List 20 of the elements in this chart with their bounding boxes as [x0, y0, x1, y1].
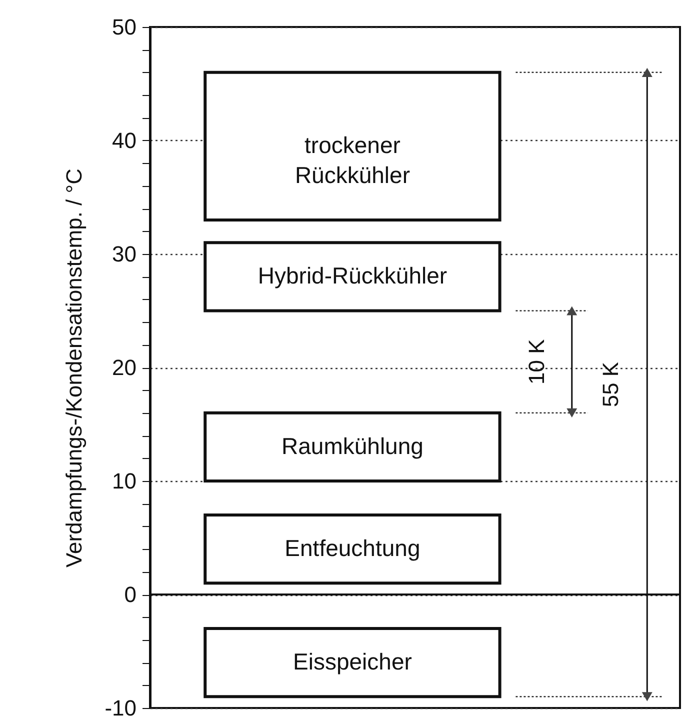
series-label: Entfeuchtung: [284, 535, 420, 562]
series-label: Hybrid-Rückkühler: [258, 262, 448, 289]
y-tick-label: 20: [112, 355, 136, 380]
y-tick-label: 40: [112, 128, 136, 153]
bar: [204, 70, 502, 222]
annotation: 55 K: [598, 362, 624, 408]
series-label: Eisspeicher: [293, 648, 412, 675]
bar: [204, 514, 502, 585]
y-tick-label: 10: [112, 468, 136, 494]
y-tick-label: 30: [112, 242, 136, 266]
series-label: trockener Rückkühler: [294, 132, 410, 188]
bar: [204, 241, 502, 312]
series-label: Raumkühlung: [282, 432, 424, 459]
y-tick-label: 0: [124, 582, 136, 607]
y-axis-title: Verdampfungs-/Kondensationstemp. / °C: [62, 168, 87, 568]
y-tick-label: -10: [104, 696, 136, 720]
bar: [204, 627, 502, 698]
y-tick-label: 50: [112, 14, 136, 40]
annotation: 10 K: [524, 338, 549, 384]
bar: [204, 411, 502, 482]
